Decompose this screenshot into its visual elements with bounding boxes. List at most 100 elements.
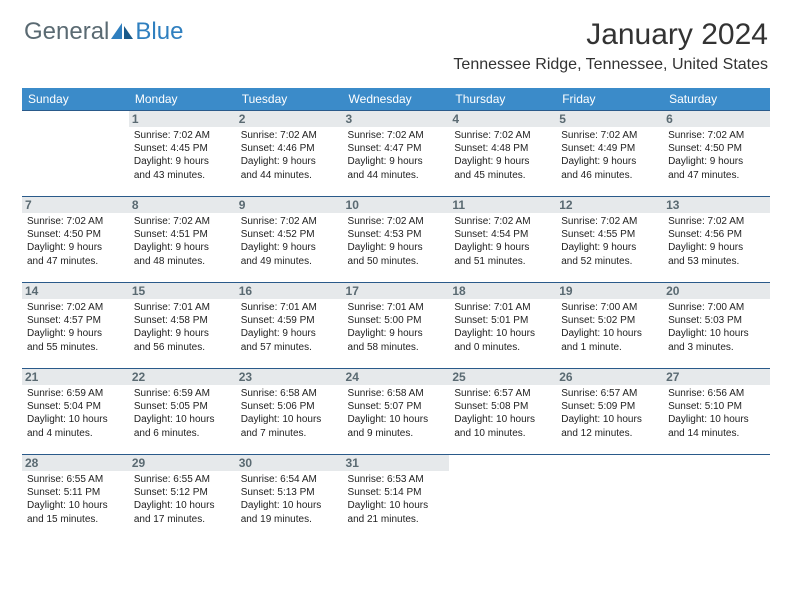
- day-info-line: Sunset: 5:09 PM: [561, 400, 658, 413]
- day-number: 21: [22, 369, 129, 385]
- day-number: 3: [343, 111, 450, 127]
- day-info-line: and 52 minutes.: [561, 255, 658, 268]
- logo-sail-icon: [111, 23, 133, 39]
- day-number: 26: [556, 369, 663, 385]
- day-info: Sunrise: 7:01 AMSunset: 4:59 PMDaylight:…: [241, 301, 338, 354]
- day-header-tuesday: Tuesday: [236, 88, 343, 111]
- day-info-line: and 3 minutes.: [668, 341, 765, 354]
- day-info-line: Daylight: 9 hours: [27, 241, 124, 254]
- day-cell: 5Sunrise: 7:02 AMSunset: 4:49 PMDaylight…: [556, 111, 663, 197]
- day-info-line: Daylight: 10 hours: [27, 413, 124, 426]
- day-info: Sunrise: 7:02 AMSunset: 4:52 PMDaylight:…: [241, 215, 338, 268]
- day-info: Sunrise: 6:59 AMSunset: 5:04 PMDaylight:…: [27, 387, 124, 440]
- day-info-line: and 12 minutes.: [561, 427, 658, 440]
- day-info-line: Daylight: 10 hours: [561, 413, 658, 426]
- day-cell: 21 Sunrise: 6:59 AMSunset: 5:04 PMDayligh…: [22, 369, 129, 455]
- day-info-line: Sunset: 4:55 PM: [561, 228, 658, 241]
- day-number: 30: [236, 455, 343, 471]
- day-info-line: Daylight: 9 hours: [241, 155, 338, 168]
- day-info: Sunrise: 7:02 AMSunset: 4:50 PMDaylight:…: [27, 215, 124, 268]
- day-info-line: Sunset: 4:57 PM: [27, 314, 124, 327]
- day-info-line: and 44 minutes.: [348, 169, 445, 182]
- day-info-line: and 14 minutes.: [668, 427, 765, 440]
- day-info: Sunrise: 6:53 AMSunset: 5:14 PMDaylight:…: [348, 473, 445, 526]
- day-info-line: Sunrise: 6:54 AM: [241, 473, 338, 486]
- day-info-line: and 55 minutes.: [27, 341, 124, 354]
- day-info-line: Sunrise: 6:59 AM: [27, 387, 124, 400]
- day-number: 29: [129, 455, 236, 471]
- day-header-monday: Monday: [129, 88, 236, 111]
- day-info-line: and 45 minutes.: [454, 169, 551, 182]
- day-number: 16: [236, 283, 343, 299]
- location-text: Tennessee Ridge, Tennessee, United State…: [453, 56, 768, 74]
- day-info-line: and 58 minutes.: [348, 341, 445, 354]
- day-info: Sunrise: 7:01 AMSunset: 4:58 PMDaylight:…: [134, 301, 231, 354]
- day-info: Sunrise: 7:02 AMSunset: 4:55 PMDaylight:…: [561, 215, 658, 268]
- day-info: Sunrise: 6:54 AMSunset: 5:13 PMDaylight:…: [241, 473, 338, 526]
- day-info-line: Sunrise: 7:02 AM: [27, 215, 124, 228]
- logo-text-general: General: [24, 18, 109, 46]
- day-info-line: Sunrise: 7:02 AM: [668, 129, 765, 142]
- day-number: 13: [663, 197, 770, 213]
- day-info-line: Sunset: 5:08 PM: [454, 400, 551, 413]
- day-number: 1: [129, 111, 236, 127]
- day-info-line: Sunrise: 7:01 AM: [348, 301, 445, 314]
- day-info-line: Sunrise: 7:02 AM: [134, 129, 231, 142]
- day-cell: 22Sunrise: 6:59 AMSunset: 5:05 PMDayligh…: [129, 369, 236, 455]
- day-cell: 26 Sunrise: 6:57 AMSunset: 5:09 PMDayligh…: [556, 369, 663, 455]
- day-cell: 20Sunrise: 7:00 AMSunset: 5:03 PMDayligh…: [663, 283, 770, 369]
- day-info-line: Sunset: 4:48 PM: [454, 142, 551, 155]
- day-info-line: and 7 minutes.: [241, 427, 338, 440]
- day-info-line: Daylight: 10 hours: [561, 327, 658, 340]
- day-info-line: Sunrise: 7:01 AM: [241, 301, 338, 314]
- day-cell: 6Sunrise: 7:02 AMSunset: 4:50 PMDaylight…: [663, 111, 770, 197]
- day-info-line: Daylight: 9 hours: [668, 241, 765, 254]
- day-cell-empty: [556, 455, 663, 541]
- day-info-line: Sunset: 4:59 PM: [241, 314, 338, 327]
- day-info-line: Sunrise: 7:02 AM: [561, 215, 658, 228]
- day-info: Sunrise: 6:56 AMSunset: 5:10 PMDaylight:…: [668, 387, 765, 440]
- day-info-line: Sunrise: 6:55 AM: [27, 473, 124, 486]
- day-info: Sunrise: 6:55 AMSunset: 5:11 PMDaylight:…: [27, 473, 124, 526]
- day-info-line: and 53 minutes.: [668, 255, 765, 268]
- day-info: Sunrise: 7:02 AMSunset: 4:47 PMDaylight:…: [348, 129, 445, 182]
- day-cell: 13Sunrise: 7:02 AMSunset: 4:56 PMDayligh…: [663, 197, 770, 283]
- day-info-line: and 47 minutes.: [27, 255, 124, 268]
- day-number: 15: [129, 283, 236, 299]
- day-header-wednesday: Wednesday: [343, 88, 450, 111]
- day-info-line: Daylight: 10 hours: [134, 413, 231, 426]
- day-info: Sunrise: 6:57 AMSunset: 5:09 PMDaylight:…: [561, 387, 658, 440]
- day-cell: 28Sunrise: 6:55 AMSunset: 5:11 PMDayligh…: [22, 455, 129, 541]
- day-info-line: Daylight: 9 hours: [454, 155, 551, 168]
- day-info: Sunrise: 6:57 AMSunset: 5:08 PMDaylight:…: [454, 387, 551, 440]
- day-cell-empty: [22, 111, 129, 197]
- day-info: Sunrise: 6:58 AMSunset: 5:07 PMDaylight:…: [348, 387, 445, 440]
- day-number: 22: [129, 369, 236, 385]
- day-info-line: Sunrise: 7:02 AM: [134, 215, 231, 228]
- day-info-line: Daylight: 10 hours: [241, 413, 338, 426]
- day-info-line: and 0 minutes.: [454, 341, 551, 354]
- day-info-line: Sunset: 4:50 PM: [27, 228, 124, 241]
- logo-text-blue: Blue: [135, 18, 183, 46]
- day-cell: 29Sunrise: 6:55 AMSunset: 5:12 PMDayligh…: [129, 455, 236, 541]
- day-info-line: Sunset: 5:03 PM: [668, 314, 765, 327]
- day-cell: 25Sunrise: 6:57 AMSunset: 5:08 PMDayligh…: [449, 369, 556, 455]
- day-info-line: Daylight: 10 hours: [668, 327, 765, 340]
- day-info-line: Daylight: 9 hours: [134, 241, 231, 254]
- day-info-line: Sunrise: 7:01 AM: [134, 301, 231, 314]
- day-number: 2: [236, 111, 343, 127]
- day-info-line: Daylight: 9 hours: [561, 155, 658, 168]
- day-info-line: Sunrise: 6:57 AM: [561, 387, 658, 400]
- day-info-line: Sunrise: 7:00 AM: [668, 301, 765, 314]
- day-info-line: Sunset: 5:12 PM: [134, 486, 231, 499]
- day-info-line: Sunrise: 7:00 AM: [561, 301, 658, 314]
- day-info-line: and 51 minutes.: [454, 255, 551, 268]
- day-cell: 27Sunrise: 6:56 AMSunset: 5:10 PMDayligh…: [663, 369, 770, 455]
- day-info-line: Daylight: 10 hours: [348, 413, 445, 426]
- day-info-line: Sunrise: 6:58 AM: [348, 387, 445, 400]
- day-info-line: Sunset: 4:50 PM: [668, 142, 765, 155]
- day-cell-empty: [663, 455, 770, 541]
- day-number: 5: [556, 111, 663, 127]
- day-info: Sunrise: 7:01 AMSunset: 5:01 PMDaylight:…: [454, 301, 551, 354]
- week-row: 7Sunrise: 7:02 AMSunset: 4:50 PMDaylight…: [22, 197, 770, 283]
